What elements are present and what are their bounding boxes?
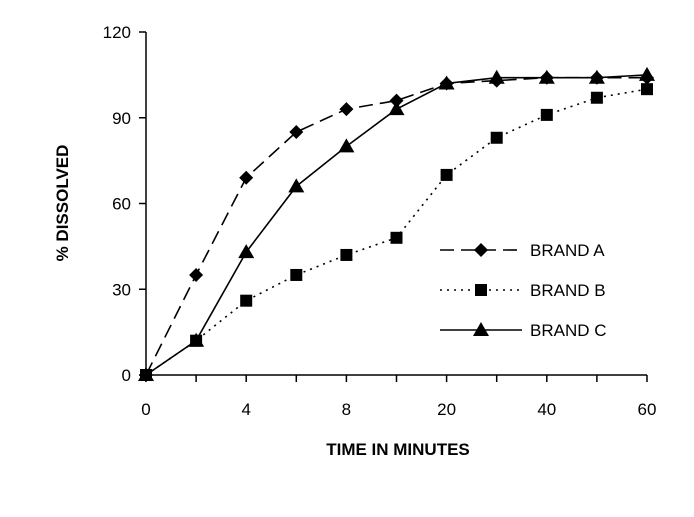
data-point-brand-b (390, 231, 403, 244)
x-axis-title: TIME IN MINUTES (326, 440, 470, 459)
legend-marker-brand-b (475, 284, 487, 296)
legend-marker-brand-a (474, 243, 488, 257)
data-point-brand-c (538, 69, 555, 84)
data-point-brand-c (438, 75, 455, 90)
data-point-brand-c (238, 244, 255, 259)
x-tick-label: 8 (342, 400, 351, 419)
data-point-brand-c (588, 69, 605, 84)
legend-label-brand-c: BRAND C (530, 321, 607, 340)
legend-label-brand-b: BRAND B (530, 281, 606, 300)
data-point-brand-b (590, 91, 603, 104)
data-point-brand-b (490, 131, 503, 144)
y-tick-label: 120 (103, 23, 131, 42)
x-tick-label: 0 (141, 400, 150, 419)
legend: BRAND A BRAND B BRAND C (440, 241, 607, 340)
data-point-brand-c (338, 138, 355, 153)
y-axis-title: % DISSOLVED (53, 145, 72, 262)
series-brand-c (138, 66, 655, 381)
data-point-brand-b (290, 268, 303, 281)
series-layer (138, 66, 655, 382)
data-point-brand-c (639, 66, 655, 81)
data-point-brand-b (641, 83, 653, 96)
data-point-brand-a (239, 170, 254, 185)
data-point-brand-a (339, 102, 354, 117)
data-point-brand-c (188, 332, 205, 347)
data-point-brand-a (189, 267, 204, 282)
data-point-brand-b (540, 108, 553, 121)
legend-label-brand-a: BRAND A (530, 241, 605, 260)
y-tick-label: 30 (112, 280, 131, 299)
data-point-brand-b (240, 294, 253, 307)
y-tick-label: 0 (122, 366, 131, 385)
x-ticks: 0 4 8 20 40 60 (141, 375, 656, 419)
legend-marker-brand-c (473, 322, 489, 336)
x-tick-label: 60 (638, 400, 657, 419)
data-point-brand-c (288, 178, 305, 193)
data-point-brand-c (488, 69, 505, 84)
data-point-brand-a (389, 93, 404, 108)
y-tick-label: 60 (112, 195, 131, 214)
data-point-brand-b (340, 248, 353, 261)
data-point-brand-b (440, 168, 453, 181)
y-ticks: 0 30 60 90 120 (103, 23, 146, 385)
data-point-brand-a (289, 125, 304, 140)
data-point-brand-c (138, 367, 154, 381)
x-tick-label: 4 (241, 400, 250, 419)
data-point-brand-c (388, 101, 405, 116)
x-tick-label: 20 (437, 400, 456, 419)
x-tick-label: 40 (537, 400, 556, 419)
y-tick-label: 90 (112, 109, 131, 128)
